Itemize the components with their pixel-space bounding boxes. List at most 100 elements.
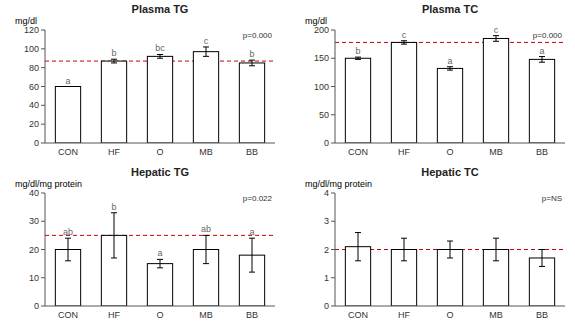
y-tick-label: 0 <box>324 301 329 311</box>
error-cap <box>249 272 255 273</box>
y-tick <box>41 221 45 222</box>
error-stem <box>450 67 451 70</box>
x-axis-line <box>45 143 275 144</box>
y-tick-label: 20 <box>29 119 39 129</box>
y-axis-line <box>45 30 46 143</box>
error-stem <box>206 235 207 263</box>
figure: Plasma TGmg/dl020406080100120abbccbCONHF… <box>0 0 575 326</box>
error-stem <box>358 233 359 261</box>
x-tick-label: MB <box>199 147 213 157</box>
error-bar <box>65 86 71 87</box>
y-tick-label: 2 <box>324 245 329 255</box>
x-tick-label: MB <box>489 147 503 157</box>
error-bar <box>355 57 361 59</box>
error-cap <box>203 46 209 47</box>
error-cap <box>203 56 209 57</box>
y-tick <box>331 306 335 307</box>
y-axis-label: mg/dl/mg protein <box>15 179 82 189</box>
x-tick-label: HF <box>108 310 120 320</box>
error-cap <box>447 257 453 258</box>
y-tick <box>41 67 45 68</box>
plot-area <box>45 213 275 306</box>
annotation: p=0.000 <box>243 31 273 40</box>
error-cap <box>249 238 255 239</box>
error-cap <box>493 238 499 239</box>
annotation: p=0.022 <box>243 194 273 203</box>
error-cap <box>355 260 361 261</box>
bar-letter: ab <box>63 227 73 237</box>
bar-letter: c <box>402 30 407 40</box>
title: Plasma TG <box>132 3 189 15</box>
y-tick-label: 0 <box>34 301 39 311</box>
y-tick-label: 60 <box>29 82 39 92</box>
y-tick-label: 40 <box>29 100 39 110</box>
bar <box>483 38 508 143</box>
error-bar <box>539 250 545 267</box>
error-stem <box>496 36 497 42</box>
error-cap <box>111 257 117 258</box>
y-tick <box>41 277 45 278</box>
error-stem <box>114 213 115 258</box>
error-cap <box>447 241 453 242</box>
error-cap <box>401 238 407 239</box>
error-stem <box>404 238 405 261</box>
x-tick-label: BB <box>246 147 258 157</box>
error-bar <box>355 233 361 261</box>
error-cap <box>447 70 453 71</box>
bar <box>101 61 126 143</box>
error-cap <box>157 54 163 55</box>
error-cap <box>539 249 545 250</box>
error-bar <box>203 47 209 56</box>
x-axis-line <box>335 143 565 144</box>
error-bar <box>111 59 117 63</box>
reference-line <box>45 235 275 236</box>
y-tick <box>41 30 45 31</box>
panel: Hepatic TCmg/dl/mg protein01234CONHFOMBB… <box>305 166 565 320</box>
y-tick-label: 30 <box>29 216 39 226</box>
panel: Hepatic TGmg/dl/mg protein010203040abbaa… <box>15 166 275 320</box>
error-stem <box>542 57 543 63</box>
x-tick-label: BB <box>536 310 548 320</box>
x-tick-label: CON <box>58 147 78 157</box>
x-tick-label: O <box>446 310 453 320</box>
bar-letter: a <box>157 248 162 258</box>
annotation: p=0.000 <box>533 31 563 40</box>
y-tick-label: 10 <box>29 273 39 283</box>
bar <box>345 58 370 143</box>
error-stem <box>450 241 451 258</box>
annotation: p=NS <box>542 194 562 203</box>
error-cap <box>401 260 407 261</box>
bar-letter: b <box>111 202 116 212</box>
bar-letter: a <box>65 76 70 86</box>
error-bar <box>111 213 117 258</box>
y-axis-label: mg/dl/mg protein <box>305 179 372 189</box>
bar-letter: ab <box>201 224 211 234</box>
error-cap <box>203 263 209 264</box>
error-cap <box>203 235 209 236</box>
title: Plasma TC <box>422 3 478 15</box>
x-tick-label: HF <box>398 310 410 320</box>
bar <box>239 63 264 143</box>
error-cap <box>355 232 361 233</box>
error-stem <box>114 59 115 63</box>
error-bar <box>249 238 255 272</box>
x-tick-label: O <box>156 147 163 157</box>
error-bar <box>493 238 499 261</box>
y-tick <box>41 143 45 144</box>
y-tick-label: 80 <box>29 63 39 73</box>
bar <box>529 59 554 143</box>
error-cap <box>355 57 361 58</box>
y-tick <box>41 306 45 307</box>
error-stem <box>206 47 207 56</box>
x-axis-line <box>45 306 275 307</box>
y-axis-line <box>335 30 336 143</box>
error-cap <box>539 266 545 267</box>
y-tick-label: 4 <box>324 188 329 198</box>
y-tick <box>331 193 335 194</box>
error-stem <box>542 250 543 267</box>
error-bar <box>447 241 453 258</box>
bar-letter: c <box>494 25 499 35</box>
error-cap <box>65 86 71 87</box>
y-tick <box>41 48 45 49</box>
x-tick-label: HF <box>398 147 410 157</box>
